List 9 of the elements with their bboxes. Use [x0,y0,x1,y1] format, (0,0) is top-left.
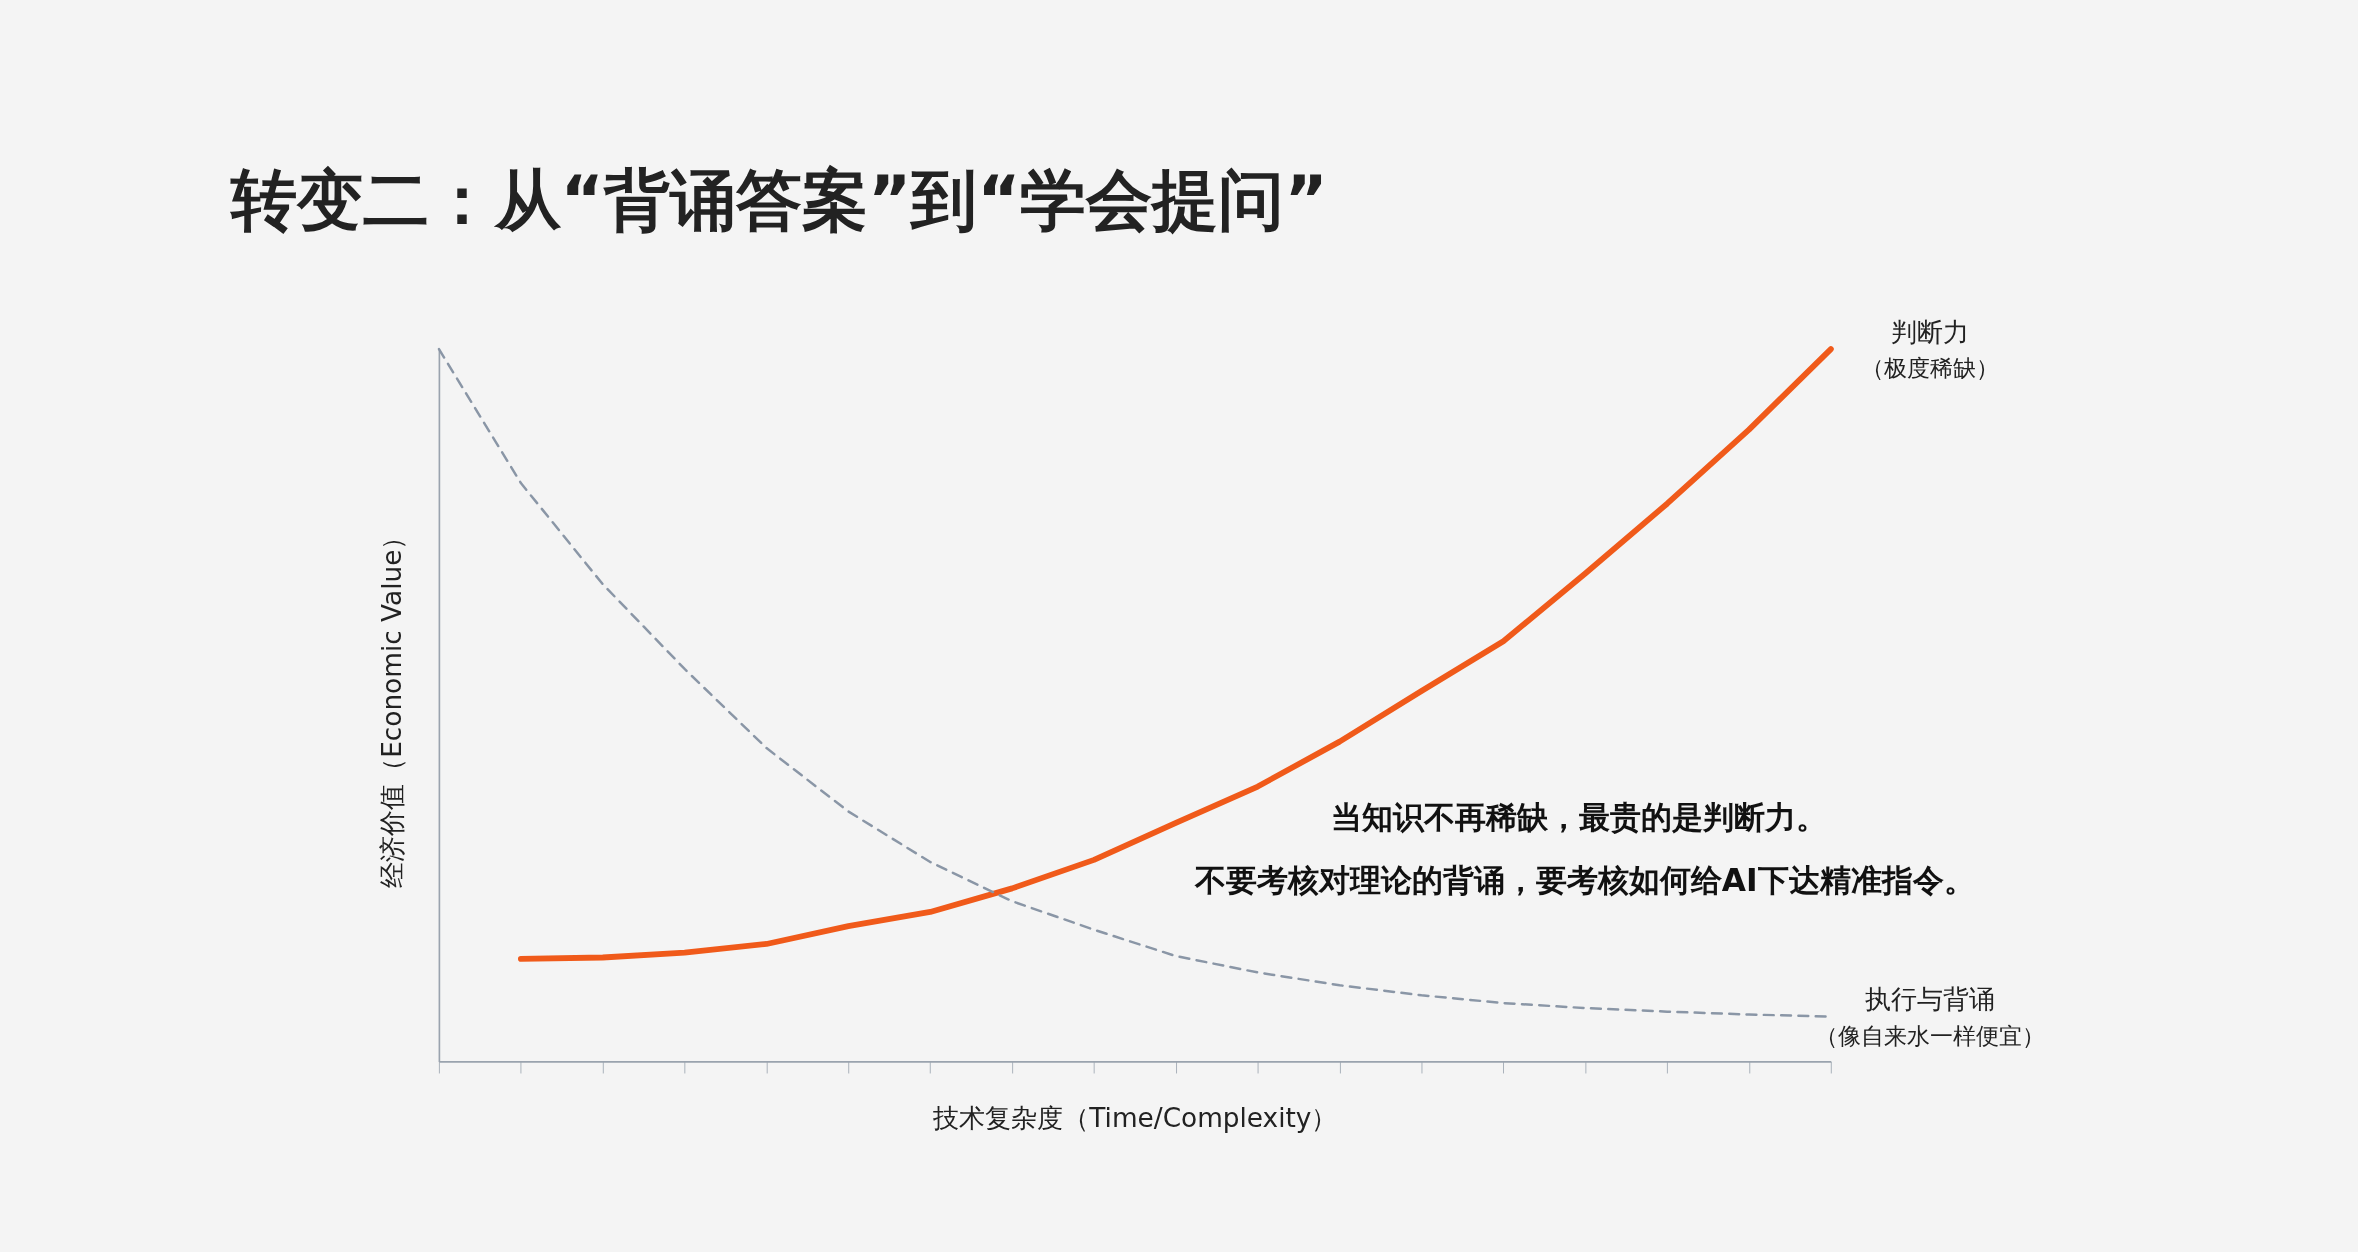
x-axis-title: 技术复杂度（Time/Complexity） [932,1103,1338,1134]
annotation: 当知识不再稀缺，最贵的是判断力。 [1330,799,1827,836]
chart-title: 转变二：从“背诵答案”到“学会提问” [228,162,1328,240]
text: 判断力 [1890,316,1969,347]
text: （极度稀缺） [1860,355,1999,382]
annotation: （像自来水一样便宜） [1814,1022,2045,1049]
annotation: 不要考核对理论的背诵，要考核如何给AI下达精准指令。 [1193,862,1975,899]
series-label: 执行与背诵 [1864,984,1995,1015]
y-axis-title: 经济价值（Economic Value） [376,523,407,888]
